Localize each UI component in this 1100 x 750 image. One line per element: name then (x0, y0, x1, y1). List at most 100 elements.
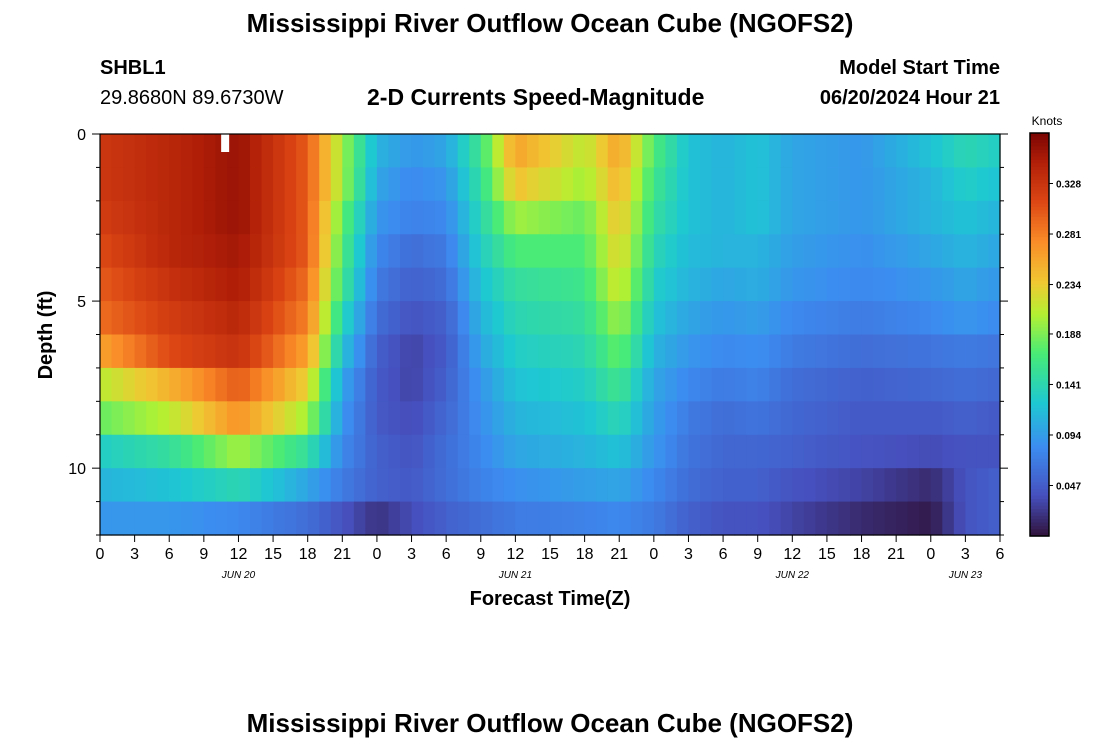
heatmap-cell (411, 334, 424, 369)
colorbar-segment (1030, 220, 1049, 225)
heatmap-cell (734, 434, 747, 469)
colorbar-segment (1030, 384, 1049, 389)
heatmap-cell (434, 200, 447, 235)
heatmap-cell (446, 167, 459, 202)
heatmap-cell (653, 234, 666, 269)
heatmap-cell (803, 434, 816, 469)
heatmap-cell (296, 434, 309, 469)
heatmap-cell (630, 200, 643, 235)
heatmap-cell (423, 334, 436, 369)
heatmap-cell (457, 367, 470, 402)
heatmap-cell (896, 334, 909, 369)
heatmap-cell (330, 134, 343, 169)
heatmap-cell (411, 134, 424, 169)
colorbar-segment (1030, 260, 1049, 265)
heatmap-cell (688, 134, 701, 169)
heatmap-cell (400, 367, 413, 402)
heatmap-cell (688, 267, 701, 302)
heatmap-cell (746, 167, 759, 202)
heatmap-cell (111, 134, 124, 169)
colorbar-segment (1030, 468, 1049, 473)
colorbar-segment (1030, 421, 1049, 426)
colorbar-segment (1030, 186, 1049, 191)
heatmap-cell (111, 167, 124, 202)
heatmap-cell (930, 301, 943, 336)
heatmap-cell (607, 267, 620, 302)
heatmap-cell (273, 234, 286, 269)
heatmap-cell (469, 501, 482, 536)
x-tick-label: 21 (887, 546, 905, 563)
heatmap-cell (180, 267, 193, 302)
colorbar-tick-label: 0.094 (1056, 431, 1081, 442)
heatmap-cell (388, 234, 401, 269)
heatmap-cell (607, 401, 620, 436)
heatmap-cell (100, 267, 113, 302)
colorbar-tick-label: 0.281 (1056, 230, 1081, 241)
heatmap-cell (307, 367, 320, 402)
heatmap-cell (573, 367, 586, 402)
heatmap-cell (353, 468, 366, 503)
colorbar-segment (1030, 193, 1049, 198)
heatmap-cell (734, 501, 747, 536)
heatmap-cell (884, 167, 897, 202)
heatmap-cell (376, 367, 390, 402)
heatmap-cell (134, 501, 147, 536)
heatmap-cell (215, 301, 228, 336)
colorbar-segment (1030, 190, 1049, 195)
heatmap-cell (619, 134, 632, 169)
heatmap-cell (434, 234, 447, 269)
heatmap-cell (503, 301, 516, 336)
heatmap-cell (515, 501, 528, 536)
heatmap-cell (780, 401, 793, 436)
heatmap-cell (953, 200, 966, 235)
heatmap-cell (573, 468, 586, 503)
heatmap-cell (111, 334, 124, 369)
heatmap-cell (342, 167, 355, 202)
heatmap-cell (850, 501, 863, 536)
colorbar-segment (1030, 297, 1049, 302)
heatmap-cell (123, 501, 136, 536)
heatmap-cell (307, 301, 320, 336)
heatmap-cell (123, 134, 136, 169)
heatmap-cell (169, 401, 182, 436)
heatmap-cell (976, 200, 990, 235)
heatmap-cell (411, 434, 424, 469)
heatmap-cell (503, 434, 516, 469)
heatmap-cell (619, 401, 632, 436)
heatmap-cell (123, 234, 136, 269)
heatmap-cell (896, 134, 909, 169)
heatmap-cell (838, 267, 851, 302)
heatmap-cell (607, 434, 620, 469)
heatmap-cell (146, 367, 159, 402)
heatmap-cell (688, 501, 701, 536)
heatmap-cell (469, 200, 482, 235)
heatmap-cell (273, 334, 286, 369)
heatmap-cell (503, 234, 516, 269)
heatmap-cell (284, 334, 297, 369)
colorbar-segment (1030, 156, 1049, 161)
heatmap-cell (734, 200, 747, 235)
colorbar-segment (1030, 351, 1049, 356)
heatmap-cell (480, 301, 493, 336)
heatmap-cell (792, 200, 805, 235)
date-label: JUN 21 (498, 570, 532, 581)
heatmap-cell (503, 167, 516, 202)
colorbar-segment (1030, 216, 1049, 221)
heatmap-cell (538, 134, 551, 169)
heatmap-cell (238, 301, 251, 336)
heatmap-cell (492, 301, 505, 336)
heatmap-cell (838, 200, 851, 235)
heatmap-cell (238, 468, 251, 503)
x-tick-label: 9 (753, 546, 762, 563)
colorbar-segment (1030, 310, 1049, 315)
heatmap-cell (665, 334, 678, 369)
model-start-label: Model Start Time (839, 57, 1000, 79)
heatmap-cell (261, 434, 274, 469)
heatmap-cell (584, 334, 597, 369)
heatmap-cell (573, 200, 586, 235)
heatmap-cell (953, 234, 966, 269)
heatmap-cell (769, 401, 782, 436)
heatmap-cell (330, 200, 343, 235)
colorbar-segment (1030, 462, 1049, 467)
heatmap-cell (123, 367, 136, 402)
